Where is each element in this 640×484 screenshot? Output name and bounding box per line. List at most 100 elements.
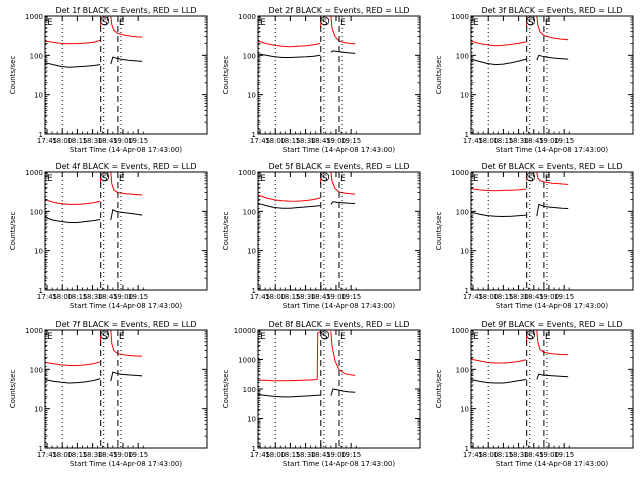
- y-tick-label: 100: [30, 366, 43, 374]
- chart-title: Det 8f BLACK = Events, RED = LLD: [268, 320, 409, 329]
- y-tick-label: 100: [30, 52, 43, 60]
- event-marker-label: S: [322, 18, 328, 28]
- x-tick-label: 19:15: [554, 451, 574, 459]
- plot-frame: [45, 330, 207, 448]
- event-marker-label: S: [102, 332, 108, 342]
- y-tick-label: 10: [34, 248, 43, 256]
- event-marker-label: S: [528, 174, 534, 184]
- event-marker-label: E: [260, 332, 266, 342]
- event-marker-label: E: [545, 18, 551, 28]
- event-marker-label: S: [322, 332, 328, 342]
- x-axis-label: Start Time (14-Apr-08 17:43:00): [283, 146, 395, 154]
- series-events-segment-2: [331, 389, 355, 396]
- chart-title: Det 2f BLACK = Events, RED = LLD: [268, 6, 409, 15]
- chart-title: Det 7f BLACK = Events, RED = LLD: [55, 320, 196, 329]
- event-marker-label: E: [47, 18, 53, 28]
- x-tick-label: 19:15: [341, 293, 361, 301]
- x-tick-label: 19:15: [341, 451, 361, 459]
- event-marker-label: S: [528, 332, 534, 342]
- series-events-segment-2: [111, 372, 142, 381]
- series-events-segment-2: [537, 374, 568, 379]
- plot-frame: [471, 16, 633, 134]
- x-tick-label: 19:15: [554, 293, 574, 301]
- event-marker-label: S: [102, 18, 108, 28]
- plot-frame: [45, 172, 207, 290]
- series-lld-segment-3: [537, 16, 568, 40]
- y-tick-label: 100: [243, 386, 256, 394]
- y-axis-label: Counts/sec: [9, 56, 17, 95]
- y-tick-label: 10: [460, 406, 469, 414]
- chart-title: Det 9f BLACK = Events, RED = LLD: [481, 320, 622, 329]
- x-tick-label: 19:15: [554, 137, 574, 145]
- series-lld-segment-3: [111, 16, 142, 37]
- y-axis-label: Counts/sec: [9, 212, 17, 251]
- series-lld-segment-1: [258, 380, 317, 381]
- event-marker-label: E: [340, 332, 346, 342]
- y-tick-label: 10: [247, 92, 256, 100]
- y-tick-label: 1000: [451, 169, 469, 177]
- event-marker-label: E: [473, 18, 479, 28]
- series-lld-segment-1: [471, 41, 526, 46]
- y-tick-label: 1000: [238, 169, 256, 177]
- event-marker-label: E: [340, 18, 346, 28]
- y-axis-label: Counts/sec: [435, 56, 443, 95]
- event-marker-label: E: [47, 174, 53, 184]
- series-events-segment-2: [537, 204, 568, 216]
- series-events-segment-1: [258, 54, 320, 58]
- series-events-segment-1: [471, 212, 526, 216]
- series-events-segment-1: [45, 217, 100, 222]
- series-events-segment-1: [471, 59, 526, 65]
- y-tick-label: 1000: [451, 13, 469, 21]
- y-tick-label: 100: [243, 52, 256, 60]
- chart-title: Det 3f BLACK = Events, RED = LLD: [481, 6, 622, 15]
- event-marker-label: E: [473, 174, 479, 184]
- series-events-segment-2: [331, 51, 355, 54]
- chart-title: Det 1f BLACK = Events, RED = LLD: [55, 6, 196, 15]
- y-tick-label: 100: [456, 208, 469, 216]
- series-events-segment-2: [537, 55, 568, 60]
- event-marker-label: S: [528, 18, 534, 28]
- y-axis-label: Counts/sec: [9, 370, 17, 409]
- y-tick-label: 100: [456, 52, 469, 60]
- plot-frame: [471, 330, 633, 448]
- event-marker-label: E: [473, 332, 479, 342]
- series-events-segment-1: [45, 63, 100, 67]
- event-marker-label: S: [102, 174, 108, 184]
- series-lld-segment-3: [111, 330, 142, 356]
- event-marker-label: E: [545, 332, 551, 342]
- x-axis-label: Start Time (14-Apr-08 17:43:00): [496, 146, 608, 154]
- series-lld-segment-2: [317, 333, 318, 380]
- series-lld-segment-1: [471, 359, 526, 363]
- series-lld-segment-1: [258, 41, 320, 47]
- series-lld-segment-3: [537, 172, 568, 185]
- x-axis-label: Start Time (14-Apr-08 17:43:00): [70, 460, 182, 468]
- y-tick-label: 100: [243, 208, 256, 216]
- series-events-segment-1: [471, 380, 526, 384]
- series-lld-segment-1: [45, 362, 100, 366]
- y-tick-label: 10: [247, 416, 256, 424]
- series-events-segment-2: [331, 202, 355, 205]
- series-events-segment-1: [258, 395, 320, 397]
- x-axis-label: Start Time (14-Apr-08 17:43:00): [283, 302, 395, 310]
- event-marker-label: E: [47, 332, 53, 342]
- x-axis-label: Start Time (14-Apr-08 17:43:00): [70, 302, 182, 310]
- x-axis-label: Start Time (14-Apr-08 17:43:00): [70, 146, 182, 154]
- x-axis-label: Start Time (14-Apr-08 17:43:00): [496, 302, 608, 310]
- y-tick-label: 10: [460, 248, 469, 256]
- y-tick-label: 1000: [451, 327, 469, 335]
- y-tick-label: 100: [30, 208, 43, 216]
- x-axis-label: Start Time (14-Apr-08 17:43:00): [283, 460, 395, 468]
- x-tick-label: 19:15: [128, 293, 148, 301]
- series-events-segment-2: [111, 210, 142, 220]
- series-lld-segment-1: [45, 200, 100, 205]
- series-events-segment-2: [111, 57, 142, 64]
- plot-frame: [471, 172, 633, 290]
- series-lld-segment-3: [537, 330, 568, 355]
